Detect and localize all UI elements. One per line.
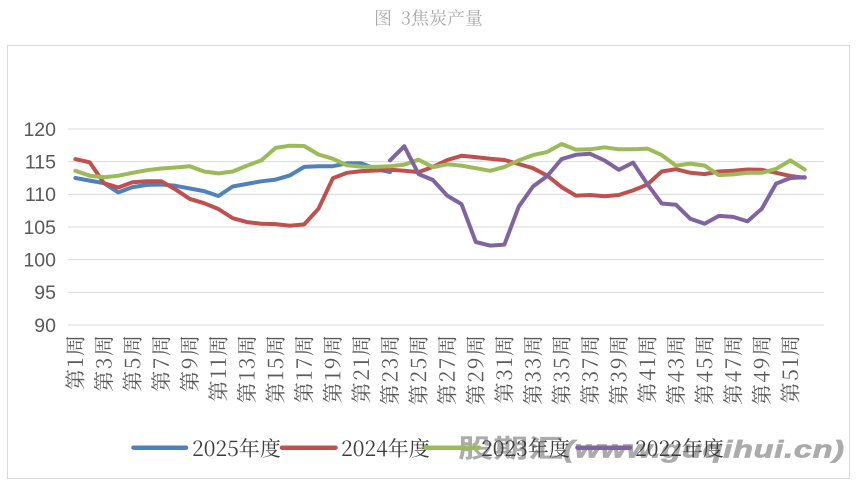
svg-text:100: 100 xyxy=(23,250,56,272)
svg-text:110: 110 xyxy=(25,184,56,206)
svg-text:120: 120 xyxy=(23,119,56,141)
svg-text:95: 95 xyxy=(34,282,56,304)
svg-text:105: 105 xyxy=(23,217,56,239)
svg-text:90: 90 xyxy=(34,315,56,337)
svg-text:115: 115 xyxy=(25,152,56,174)
